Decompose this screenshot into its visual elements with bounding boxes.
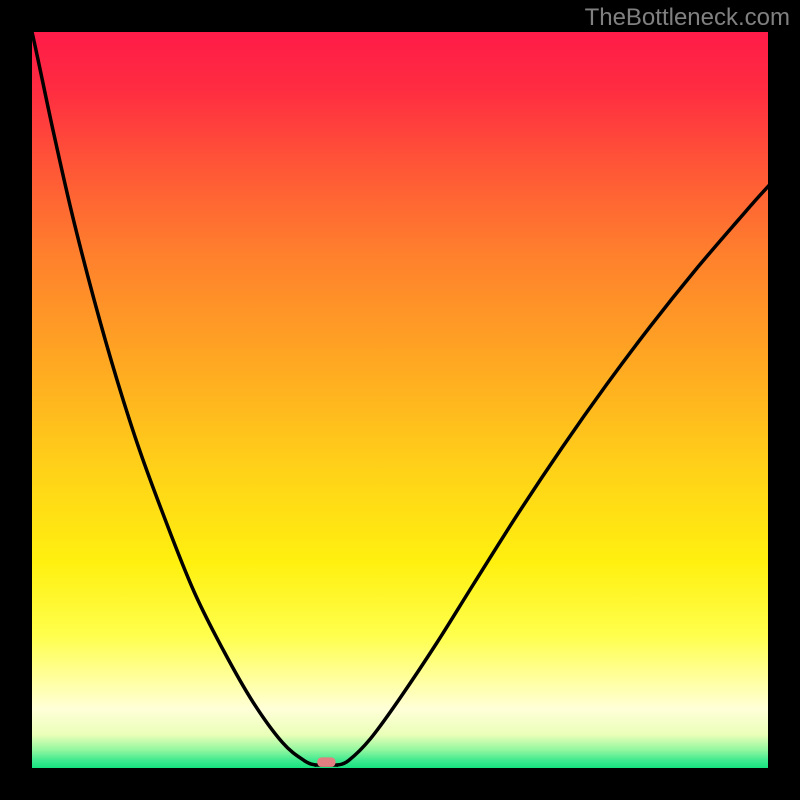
gradient-background xyxy=(32,32,768,768)
bottleneck-plot xyxy=(32,32,768,768)
optimum-marker xyxy=(317,757,335,767)
chart-stage: TheBottleneck.com xyxy=(0,0,800,800)
watermark-text: TheBottleneck.com xyxy=(585,4,790,32)
